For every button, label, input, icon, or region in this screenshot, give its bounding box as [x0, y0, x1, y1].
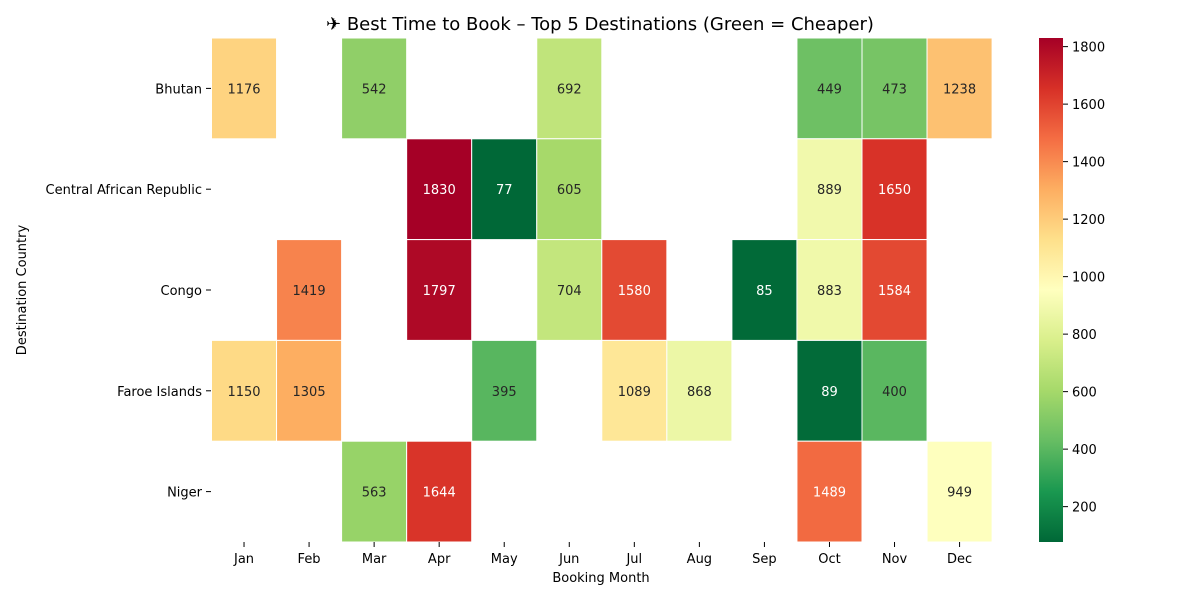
cell-value-label: 473	[882, 82, 907, 97]
heatmap-cells: 1176 542 692 449 473 1238 1830 77 605 889 1650 1419…	[211, 37, 993, 543]
x-tick-label: Feb	[298, 552, 321, 567]
colorbar-tick-label: 400	[1072, 443, 1097, 458]
heatmap-cell	[796, 239, 863, 341]
y-tick-label: Central African Republic	[46, 183, 202, 198]
cell-value-label: 605	[557, 183, 582, 198]
cell-value-label: 868	[687, 385, 712, 400]
heatmap-cell	[601, 239, 668, 341]
cell-value-label: 77	[496, 183, 513, 198]
heatmap-cell	[861, 37, 928, 140]
x-tick-label: Dec	[947, 552, 972, 567]
colorbar-tick-label: 200	[1072, 501, 1097, 516]
cell-value-label: 949	[947, 486, 972, 501]
cell-value-label: 1584	[878, 284, 911, 299]
colorbar-tick-label: 1400	[1072, 156, 1105, 171]
cell-value-label: 692	[557, 82, 582, 97]
x-tick-label: May	[491, 552, 518, 567]
heatmap-cell	[406, 239, 473, 341]
cell-value-label: 1419	[293, 284, 326, 299]
heatmap-cell	[601, 339, 668, 442]
x-tick-label: Sep	[752, 552, 777, 567]
cell-value-label: 400	[882, 385, 907, 400]
heatmap-cell	[406, 440, 473, 543]
heatmap-cell	[211, 37, 278, 140]
y-tick-label: Niger	[167, 486, 203, 501]
heatmap-cell	[861, 339, 928, 442]
x-tick-label: Oct	[818, 552, 840, 567]
heatmap-cell	[536, 239, 603, 341]
colorbar-tick-label: 600	[1072, 386, 1097, 401]
cell-value-label: 1650	[878, 183, 911, 198]
cell-value-label: 1797	[423, 284, 456, 299]
colorbar: 200 400 600 800 1000 1200 1400 1600 1800	[1039, 38, 1105, 542]
cell-value-label: 1305	[293, 385, 326, 400]
x-axis-label: Booking Month	[552, 571, 649, 586]
heatmap-cell	[796, 440, 863, 543]
heatmap-cell	[211, 339, 278, 442]
cell-value-label: 889	[817, 183, 842, 198]
heatmap-cell	[731, 239, 798, 341]
cell-value-label: 449	[817, 82, 842, 97]
cell-value-label: 1176	[227, 82, 260, 97]
x-tick-label: Apr	[428, 552, 451, 567]
colorbar-tick-label: 1800	[1072, 41, 1105, 56]
colorbar-tick-label: 1200	[1072, 213, 1105, 228]
x-tick-label: Jul	[625, 552, 642, 567]
cell-value-label: 89	[821, 385, 838, 400]
heatmap-cell	[666, 339, 733, 442]
heatmap-cell	[341, 37, 408, 140]
y-tick-label: Bhutan	[155, 82, 202, 97]
y-axis-label: Destination Country	[15, 225, 30, 356]
heatmap-cell	[926, 37, 993, 140]
colorbar-tick-label: 1600	[1072, 98, 1105, 113]
cell-value-label: 1830	[423, 183, 456, 198]
heatmap-cell	[926, 440, 993, 543]
x-tick-label: Jan	[233, 552, 254, 567]
colorbar-tick-label: 800	[1072, 328, 1097, 343]
cell-value-label: 1580	[618, 284, 651, 299]
cell-value-label: 1238	[943, 82, 976, 97]
chart-title: ✈ Best Time to Book – Top 5 Destinations…	[326, 14, 874, 35]
x-axis-ticks: Jan Feb Mar Apr May Jun Jul Aug Sep Oct Nov Dec	[233, 542, 972, 567]
cell-value-label: 85	[756, 284, 773, 299]
heatmap-cell	[276, 239, 343, 341]
y-tick-label: Congo	[161, 284, 203, 299]
x-tick-label: Mar	[362, 552, 387, 567]
cell-value-label: 1150	[227, 385, 260, 400]
heatmap-cell	[861, 138, 928, 241]
y-tick-label: Faroe Islands	[117, 385, 202, 400]
x-tick-label: Jun	[558, 552, 579, 567]
cell-value-label: 1644	[423, 486, 456, 501]
heatmap-cell	[861, 239, 928, 341]
heatmap-cell	[471, 339, 538, 442]
colorbar-tick-label: 1000	[1072, 271, 1105, 286]
cell-value-label: 1089	[618, 385, 651, 400]
y-axis-ticks: Bhutan Central African Republic Congo Faroe…	[46, 82, 211, 501]
heatmap-cell	[471, 138, 538, 241]
cell-value-label: 563	[362, 486, 387, 501]
cell-value-label: 395	[492, 385, 517, 400]
cell-value-label: 542	[362, 82, 387, 97]
x-tick-label: Aug	[687, 552, 712, 567]
cell-value-label: 1489	[813, 486, 846, 501]
colorbar-gradient	[1039, 38, 1063, 542]
cell-value-label: 704	[557, 284, 582, 299]
heatmap-cell	[796, 138, 863, 241]
heatmap-cell	[276, 339, 343, 442]
x-tick-label: Nov	[882, 552, 908, 567]
cell-value-label: 883	[817, 284, 842, 299]
heatmap-cell	[536, 37, 603, 140]
heatmap-cell	[796, 37, 863, 140]
